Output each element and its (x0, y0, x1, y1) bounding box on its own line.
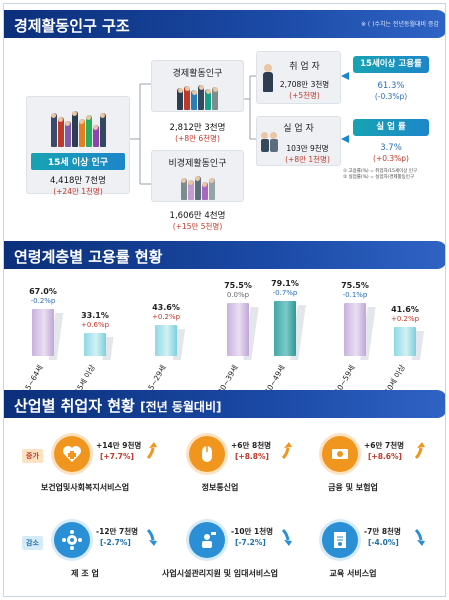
industry-change-percent: [-7.2%] (235, 538, 266, 547)
employment-rate-label: 15세이상 고용률 (353, 56, 429, 73)
population-value: 4,418만 7천명 (50, 176, 106, 186)
unemployment-rate-value: 3.7% (380, 143, 402, 153)
employed-label: 취 업 자 (289, 62, 320, 72)
bar-change-label: 0.0%p (226, 291, 250, 300)
industry-change-percent: [-4.0%] (368, 538, 399, 547)
bar-value-label: 79.1% (271, 278, 299, 288)
econ-active-value: 2,812만 3천명 (169, 123, 226, 133)
money-icon (322, 436, 358, 472)
down-arrow-icon (414, 528, 428, 546)
unemployed-people-icon (261, 132, 279, 152)
employed-change: (+5천명) (289, 91, 320, 100)
bar-value-label: 43.6% (152, 303, 180, 313)
bar-value-label: 75.5% (224, 281, 252, 291)
bar-value-label: 75.5% (341, 281, 369, 291)
bar-3 (227, 303, 249, 356)
bar-change-label: +0.6%p (80, 320, 110, 329)
industry-change-percent: [-2.7%] (100, 538, 131, 547)
bar-4 (274, 300, 296, 356)
decrease-tag: 감소 (22, 536, 43, 550)
down-arrow-icon (281, 528, 295, 546)
population-people-illustration (27, 107, 129, 147)
down-arrow-icon (146, 528, 160, 546)
bar-value-label: 41.6% (391, 304, 419, 314)
industry-change-value: -12만 7천명 (96, 527, 139, 536)
econ-inactive-people-illustration (152, 172, 243, 200)
unemployed-label: 실 업 자 (283, 124, 314, 134)
section1-header: 경제활동인구 구조 ※ ( )수치는 전년동월대비 증감 (4, 10, 445, 38)
unemployment-rate-change: (+0.3%p) (373, 154, 409, 163)
bar-change-label: -0.1%p (342, 291, 368, 300)
industry-name: 정보통신업 (201, 483, 239, 492)
up-arrow-icon (281, 442, 295, 460)
employment-rate-change: (-0.3%p) (374, 92, 408, 101)
bar-5 (344, 303, 366, 356)
industry-name: 보건업및사회복지서비스업 (40, 483, 130, 492)
increase-tag: 증가 (22, 449, 43, 463)
bar-0 (32, 309, 54, 356)
population-box: 15세 이상 인구 4,418만 7천명 (+24만 1천명) (26, 96, 130, 196)
unemployed-box: 실 업 자 103만 9천명 (+8만 1천명) (256, 116, 341, 166)
industry-change-value: +14만 9천명 (96, 441, 142, 450)
bar-change-label: -0.2%p (30, 297, 56, 306)
education-icon (322, 522, 358, 558)
econ-active-box: 경제활동인구 (151, 60, 244, 112)
industry-change-percent: [+8.8%] (235, 452, 269, 461)
industry-name: 금융 및 보험업 (328, 483, 378, 492)
industry-name: 사업시설관리지원 및 임대서비스업 (162, 569, 278, 578)
computer-mouse-icon (189, 436, 225, 472)
facility-service-icon (189, 522, 225, 558)
bar-2 (155, 325, 177, 356)
structure-connectors (130, 72, 349, 185)
section1-title: 경제활동인구 구조 (14, 17, 130, 35)
bar-change-label: +0.2%p (151, 313, 181, 322)
econ-inactive-value: 1,606만 4천명 (169, 211, 226, 221)
employment-rate-value: 61.3% (377, 81, 405, 91)
industry-change-value: -7만 8천명 (364, 527, 401, 536)
infographic: 경제활동인구 구조 ※ ( )수치는 전년동월대비 증감 15세 이상 인구 4… (3, 3, 446, 597)
industry-change-percent: [+8.6%] (368, 452, 402, 461)
industry-name: 교육 서비스업 (329, 569, 377, 578)
bar-value-label: 67.0% (29, 287, 57, 297)
bar-change-label: +0.2%p (390, 314, 420, 323)
industry-change-value: -10만 1천명 (231, 527, 274, 536)
up-arrow-icon (146, 442, 160, 460)
gear-network-icon (54, 522, 90, 558)
section1-note: ※ ( )수치는 전년동월대비 증감 (360, 21, 439, 28)
unemployed-value: 103만 9천명 (286, 144, 329, 153)
up-arrow-icon (414, 442, 428, 460)
age-employment-chart: 67.0% -0.2%p 15~64세 33.1% +0.6%p 65세 이상 43.6% +… (4, 272, 445, 396)
econ-inactive-label: 비경제활동인구 (168, 159, 227, 169)
population-change: (+24만 1천명) (53, 187, 103, 196)
rate-definitions: ① 고용률(%) = 취업자/15세이상 인구 ② 실업률(%) = 실업자/경… (343, 169, 443, 181)
bar-value-label: 33.1% (81, 310, 109, 320)
econ-active-people-illustration (152, 82, 243, 110)
employed-person-icon (263, 64, 273, 94)
section2-header: 연령계층별 고용률 현황 (4, 241, 445, 269)
unemployed-change: (+8만 1천명) (285, 155, 330, 164)
employed-box: 취 업 자 2,708만 3천명 (+5천명) (256, 51, 341, 104)
industry-name: 제 조 업 (71, 569, 99, 578)
unemployment-rate-label: 실 업 률 (353, 119, 429, 136)
definition-employment-rate: ① 고용률(%) = 취업자/15세이상 인구 (343, 169, 418, 174)
industry-change-value: +6만 7천명 (364, 441, 405, 450)
econ-inactive-change: (+15만 5천명) (172, 222, 223, 231)
population-label: 15세 이상 인구 (31, 153, 125, 170)
bar-change-label: -0.7%p (272, 288, 298, 297)
section2-title: 연령계층별 고용률 현황 (14, 248, 163, 266)
econ-active-label: 경제활동인구 (172, 69, 223, 79)
bar-6 (394, 326, 416, 356)
econ-inactive-box: 비경제활동인구 (151, 150, 244, 202)
definition-unemployment-rate: ② 실업률(%) = 실업자/경제활동인구 (343, 175, 415, 180)
section3-subtitle: [전년 동월대비] (140, 400, 222, 414)
bar-1 (84, 332, 106, 356)
healthcare-icon (54, 436, 90, 472)
section3-title: 산업별 취업자 현황 (14, 397, 135, 415)
employed-value: 2,708만 3천명 (279, 80, 330, 89)
industry-change-value: +6만 8천명 (231, 441, 272, 450)
section3-header: 산업별 취업자 현황 [전년 동월대비] (4, 390, 445, 418)
industry-change-percent: [+7.7%] (100, 452, 134, 461)
econ-active-change: (+8만 6천명) (175, 134, 220, 143)
